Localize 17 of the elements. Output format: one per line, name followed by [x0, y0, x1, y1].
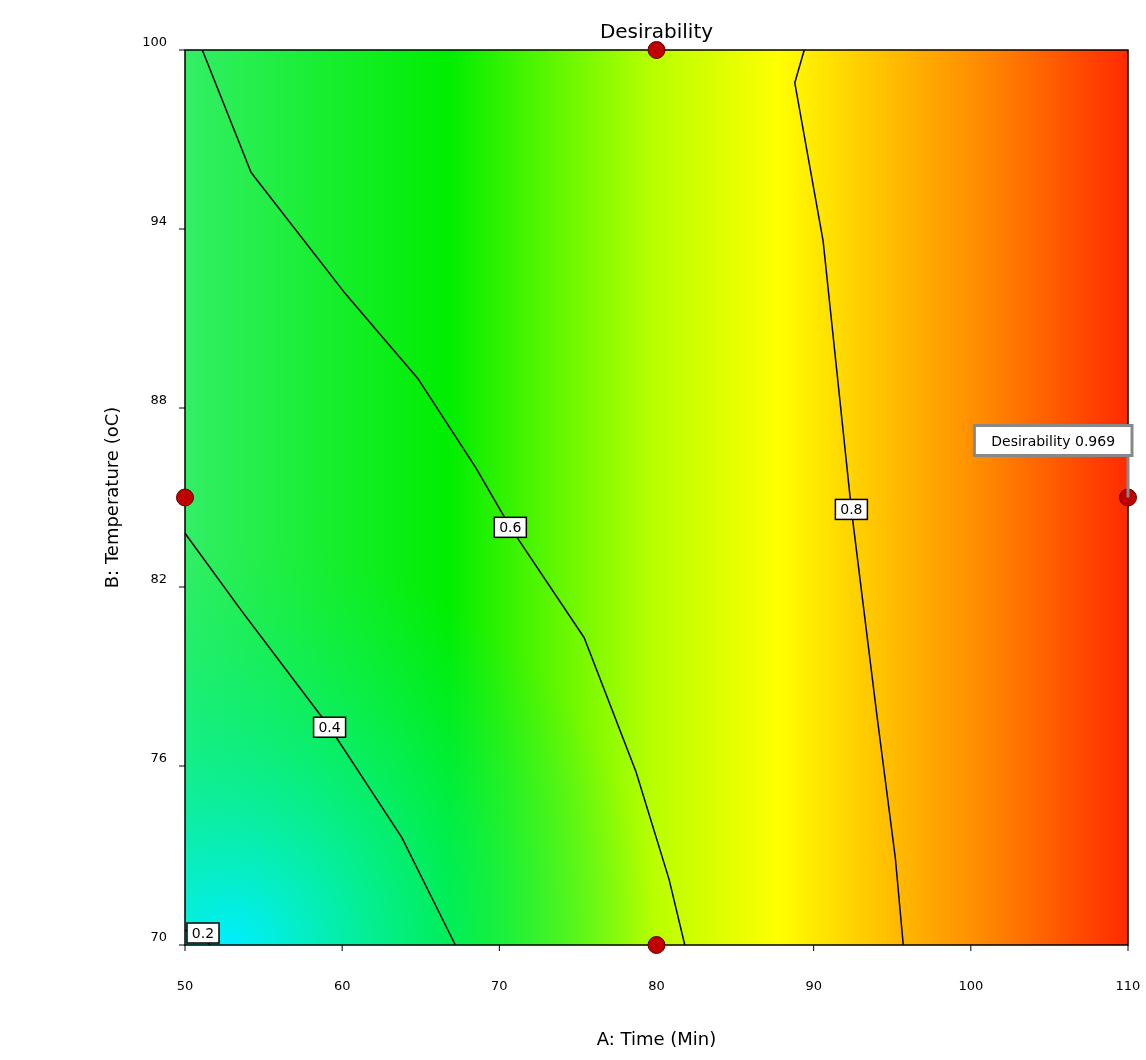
y-tick-label: 76	[150, 750, 167, 765]
x-tick-label: 60	[333, 978, 351, 993]
y-tick-label: 100	[142, 34, 167, 49]
y-axis-title: B: Temperature (oC)	[101, 406, 122, 589]
y-tick-label: 82	[150, 571, 167, 586]
x-axis-title: A: Time (Min)	[596, 1028, 717, 1049]
y-tick-label: 70	[150, 929, 167, 944]
x-tick-label: 70	[491, 978, 508, 993]
annotation: Desirability 0.969	[991, 432, 1116, 449]
x-tick-label: 90	[805, 978, 822, 993]
x-tick-label: 100	[958, 978, 984, 993]
x-tick-label: 80	[648, 978, 665, 993]
x-tick-label: 50	[176, 978, 194, 993]
x-tick-label: 110	[1115, 978, 1141, 993]
y-tick-label: 88	[150, 392, 167, 407]
chart-title: Desirability	[599, 19, 714, 43]
y-tick-label: 94	[150, 213, 167, 228]
